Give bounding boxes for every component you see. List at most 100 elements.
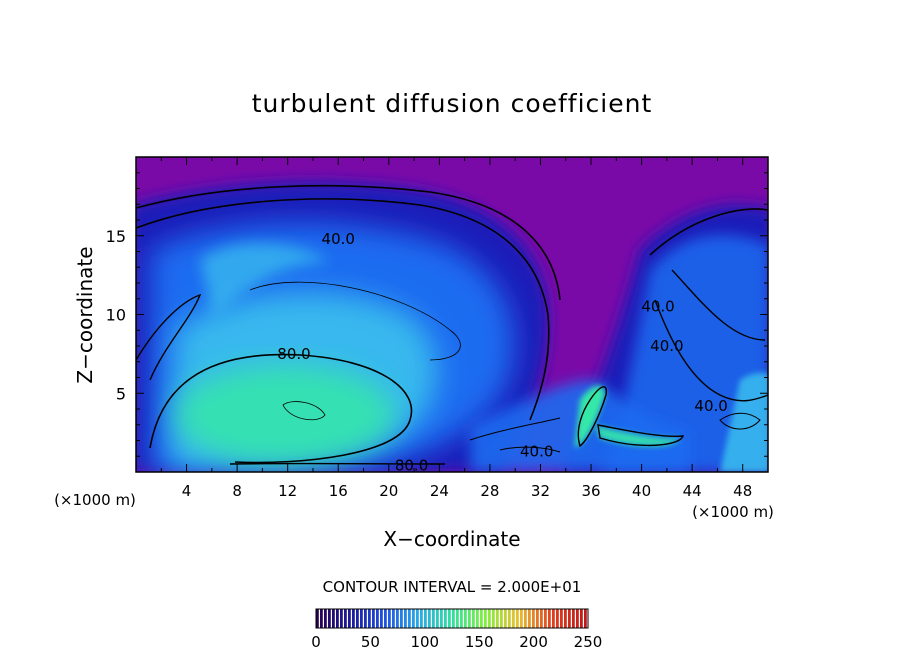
x-tick-label: 4 bbox=[182, 482, 192, 500]
colorbar-ticks: 0 50 100 150 200 250 bbox=[311, 633, 602, 651]
colorbar-swatch bbox=[540, 609, 543, 628]
colorbar-swatch bbox=[564, 609, 567, 628]
colorbar-swatch bbox=[432, 609, 435, 628]
colorbar-tick-label: 0 bbox=[311, 633, 321, 651]
contour-label: 80.0 bbox=[395, 457, 428, 475]
colorbar-tick-label: 50 bbox=[361, 633, 380, 651]
y-axis: 5 10 15 bbox=[106, 156, 768, 473]
contour-line bbox=[719, 412, 761, 430]
colorbar-swatch bbox=[444, 609, 447, 628]
colorbar-swatch bbox=[376, 609, 379, 628]
colorbar-swatch bbox=[364, 609, 367, 628]
colorbar-swatch bbox=[360, 609, 363, 628]
contour-line bbox=[499, 446, 561, 453]
colorbar-swatch bbox=[528, 609, 531, 628]
colorbar-swatch bbox=[348, 609, 351, 628]
colorbar-swatch bbox=[496, 609, 499, 628]
x-axis: 4 8 12 16 20 24 28 32 36 40 44 48 bbox=[135, 157, 769, 500]
colorbar-swatch bbox=[392, 609, 395, 628]
contour-label: 80.0 bbox=[277, 345, 310, 363]
contour-lines bbox=[136, 184, 768, 465]
colorbar-swatch bbox=[384, 609, 387, 628]
contour-line bbox=[282, 401, 326, 421]
colorbar-swatch bbox=[464, 609, 467, 628]
colorbar-swatch bbox=[320, 609, 323, 628]
colorbar-swatch bbox=[400, 609, 403, 628]
colorbar-swatch bbox=[336, 609, 339, 628]
colorbar-swatch bbox=[388, 609, 391, 628]
colorbar-swatch bbox=[556, 609, 559, 628]
heatmap-field bbox=[136, 157, 768, 472]
contour-label: 40.0 bbox=[520, 443, 553, 461]
contour-line bbox=[149, 353, 413, 464]
colorbar-swatch bbox=[568, 609, 571, 628]
colorbar-swatch bbox=[532, 609, 535, 628]
colorbar-tick-label: 100 bbox=[410, 633, 439, 651]
colorbar-swatch bbox=[480, 609, 483, 628]
contour-line bbox=[654, 299, 768, 402]
contour-label: 40.0 bbox=[650, 337, 683, 355]
x-tick-label: 28 bbox=[480, 482, 499, 500]
chart-title: turbulent diffusion coefficient bbox=[252, 89, 653, 118]
x-tick-label: 32 bbox=[531, 482, 550, 500]
colorbar-swatch bbox=[420, 609, 423, 628]
colorbar-swatch bbox=[500, 609, 503, 628]
colorbar-swatch bbox=[344, 609, 347, 628]
x-unit-right: (×1000 m) bbox=[692, 503, 774, 521]
colorbar-tick-label: 250 bbox=[574, 633, 603, 651]
colorbar-swatch bbox=[468, 609, 471, 628]
contour-line bbox=[597, 424, 684, 447]
x-tick-label: 36 bbox=[581, 482, 600, 500]
colorbar-swatch bbox=[488, 609, 491, 628]
colorbar-swatch bbox=[328, 609, 331, 628]
y-axis-label: Z−coordinate bbox=[73, 246, 97, 383]
colorbar-swatch bbox=[484, 609, 487, 628]
x-tick-label: 48 bbox=[733, 482, 752, 500]
contour-line bbox=[249, 281, 461, 361]
colorbar-swatch bbox=[576, 609, 579, 628]
colorbar-swatch bbox=[424, 609, 427, 628]
y-tick-label: 10 bbox=[106, 306, 126, 325]
contour-labels: 40.0 80.0 80.0 40.0 40.0 40.0 40.0 bbox=[277, 230, 728, 475]
colorbar-swatch bbox=[396, 609, 399, 628]
colorbar-swatch bbox=[492, 609, 495, 628]
x-tick-label: 24 bbox=[430, 482, 449, 500]
colorbar-swatch bbox=[352, 609, 355, 628]
x-unit-left: (×1000 m) bbox=[54, 491, 136, 509]
colorbar-swatch bbox=[452, 609, 455, 628]
contour-interval-text: CONTOUR INTERVAL = 2.000E+01 bbox=[323, 578, 582, 596]
colorbar-swatch bbox=[440, 609, 443, 628]
colorbar-swatch bbox=[544, 609, 547, 628]
x-tick-label: 20 bbox=[379, 482, 398, 500]
contour-label: 40.0 bbox=[641, 298, 674, 316]
x-tick-label: 44 bbox=[683, 482, 702, 500]
colorbar-swatch bbox=[572, 609, 575, 628]
colorbar-swatch bbox=[524, 609, 527, 628]
colorbar-swatch bbox=[368, 609, 371, 628]
contour-line bbox=[136, 184, 561, 301]
x-tick-label: 40 bbox=[632, 482, 651, 500]
colorbar-tick-label: 200 bbox=[519, 633, 548, 651]
colorbar-swatch bbox=[552, 609, 555, 628]
x-tick-label: 16 bbox=[329, 482, 348, 500]
colorbar-swatch bbox=[324, 609, 327, 628]
colorbar-swatch bbox=[448, 609, 451, 628]
contour-line bbox=[671, 269, 766, 341]
contour-line bbox=[136, 293, 202, 381]
x-axis-label: X−coordinate bbox=[383, 527, 520, 551]
colorbar-swatch bbox=[548, 609, 551, 628]
colorbar-swatch bbox=[356, 609, 359, 628]
x-tick-label: 8 bbox=[232, 482, 242, 500]
colorbar-swatch bbox=[412, 609, 415, 628]
colorbar-swatch bbox=[460, 609, 463, 628]
colorbar-swatch bbox=[456, 609, 459, 628]
colorbar-swatch bbox=[380, 609, 383, 628]
colorbar-swatch bbox=[560, 609, 563, 628]
colorbar-swatch bbox=[428, 609, 431, 628]
contour-label: 40.0 bbox=[322, 230, 355, 248]
colorbar-swatch bbox=[436, 609, 439, 628]
colorbar-frame bbox=[315, 608, 589, 629]
colorbar-swatch bbox=[520, 609, 523, 628]
colorbar-tick-label: 150 bbox=[465, 633, 494, 651]
